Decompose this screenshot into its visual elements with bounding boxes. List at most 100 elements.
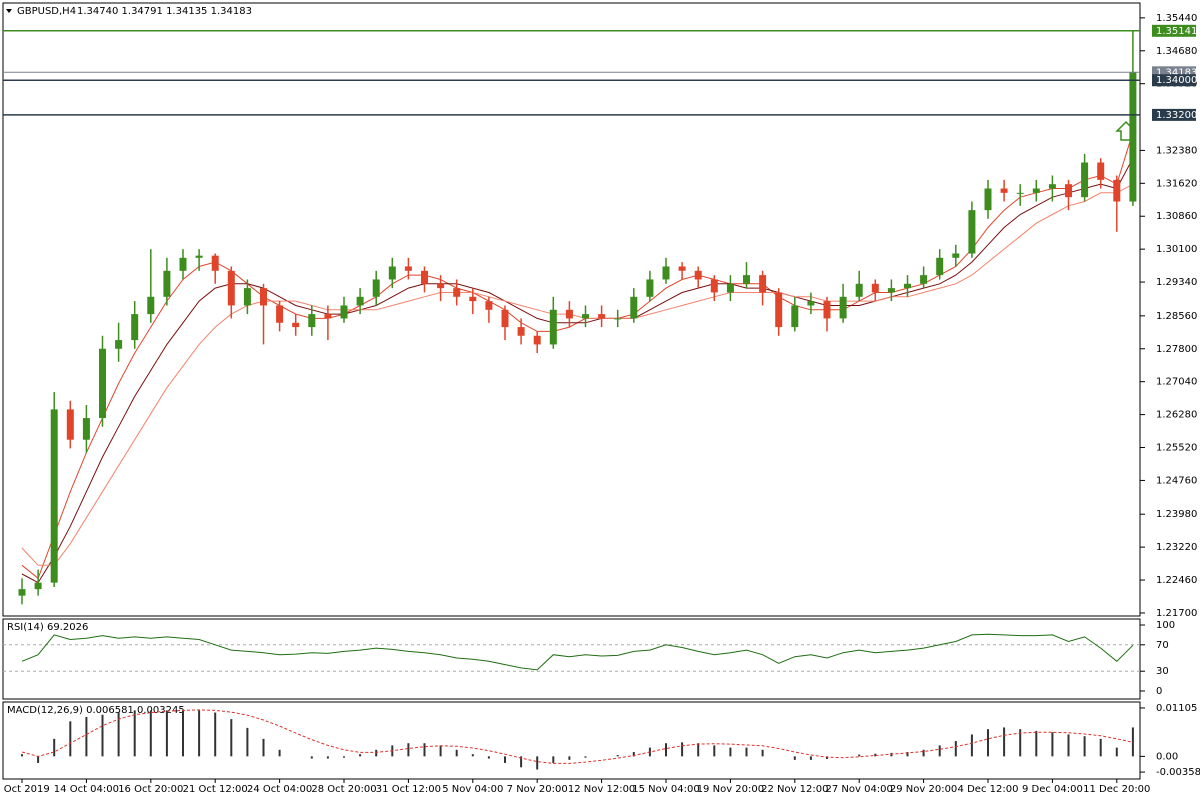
candle-body [1000,188,1008,193]
y-tick-label: 1.22460 [1156,575,1197,586]
price-level-label: 1.34183 [1156,67,1197,78]
candle-body [163,270,171,297]
macd-title: MACD(12,26,9) 0.006581 0.003245 [7,705,185,716]
candle-body [195,255,203,258]
candle-body [211,255,219,271]
indicator-line [21,633,1134,671]
y-tick-label: 30 [1156,666,1169,677]
candle-body [759,275,767,293]
symbol-menu-arrow[interactable] [6,9,12,13]
candle-body [243,288,251,306]
candle-body [807,301,815,306]
chart-symbol: GBPUSD,H4 [17,6,76,17]
candle-body [791,305,799,328]
x-tick-label: 5 Nov 04:00 [442,784,503,795]
candle-body [18,589,26,596]
candle-body [340,305,348,319]
price-level-label: 1.33200 [1156,110,1197,121]
price-level-tag [1152,24,1196,37]
x-tick-label: 9 Dec 04:00 [1022,784,1083,795]
candle-body [565,309,573,319]
price-level-tag [1152,108,1196,121]
x-tick-label: 7 Nov 20:00 [507,784,568,795]
candle-body [66,409,74,440]
y-tick-label: 1.24760 [1156,475,1197,486]
x-tick-label: 4 Dec 12:00 [958,784,1019,795]
candle-body [388,266,396,280]
y-tick-label: 1.28560 [1156,311,1197,322]
x-tick-label: 14 Oct 04:00 [54,784,119,795]
candle-body [533,335,541,345]
price-level-tag [1152,74,1196,87]
price-level-label: 1.35141 [1156,26,1197,37]
candle-body [1081,162,1089,198]
candle-body [82,418,90,440]
candle-body [421,270,428,284]
candle-body [984,188,992,211]
candle-body [99,348,106,419]
y-tick-label: 1.34680 [1156,46,1197,57]
y-tick-label: 1.23220 [1156,542,1197,553]
candle-body [920,275,928,284]
x-tick-label: 31 Oct 12:00 [376,784,441,795]
y-tick-label: 0.00 [1156,751,1178,762]
candle-body [324,314,332,319]
candle-body [855,283,863,297]
y-tick-label: 1.27040 [1156,377,1197,388]
candle-body [1048,184,1056,189]
candle-body [646,279,654,297]
candle-body [823,301,831,319]
y-tick-label: 1.26280 [1156,410,1197,421]
signal-line [21,709,1134,764]
candle-body [260,288,267,306]
candle-body [1097,162,1105,180]
candle-body [726,283,734,293]
candle-body [1065,184,1072,198]
candle-body [839,296,847,319]
macd-panel [2,701,1141,780]
candle-body [115,340,123,349]
moving-average [21,157,1134,584]
candle-body [614,318,622,320]
candle-body [582,314,589,319]
candle-body [936,257,944,276]
candle-body [276,305,284,323]
y-tick-label: -0.003585 [1156,767,1200,778]
x-tick-label: 9 Oct 2019 [0,784,50,795]
y-tick-label: 70 [1156,640,1169,651]
candle-body [227,270,235,306]
candle-body [694,270,702,280]
y-tick-label: 1.23980 [1156,509,1197,520]
candle-body [469,296,477,302]
candle-body [356,296,364,306]
y-tick-label: 0 [1156,686,1162,697]
y-tick-label: 1.29340 [1156,277,1197,288]
y-tick-label: 0.01105 [1156,703,1197,714]
candle-body [437,283,445,289]
y-tick-label: 1.21700 [1156,608,1197,619]
y-tick-label: 1.30100 [1156,244,1197,255]
y-tick-label: 1.35440 [1156,13,1197,24]
candle-body [453,288,461,297]
candle-body [404,266,412,271]
rsi-panel [2,618,1141,700]
candle-body [678,266,686,271]
candle-body [501,309,509,328]
x-tick-label: 24 Oct 04:00 [247,784,312,795]
candle-body [1129,72,1137,202]
candle-body [1016,192,1024,194]
candle-body [372,279,380,297]
candle-body [549,309,557,345]
y-tick-label: 1.32380 [1156,145,1197,156]
candle-body [904,283,911,289]
candle-body [598,314,606,319]
x-tick-label: 28 Oct 20:00 [311,784,376,795]
candle-body [1113,179,1121,202]
y-tick-label: 100 [1156,620,1175,631]
candle-body [292,322,300,328]
candle-body [308,314,316,328]
y-tick-label: 1.31620 [1156,178,1197,189]
x-tick-label: 12 Nov 12:00 [568,784,635,795]
candle-body [131,314,139,341]
